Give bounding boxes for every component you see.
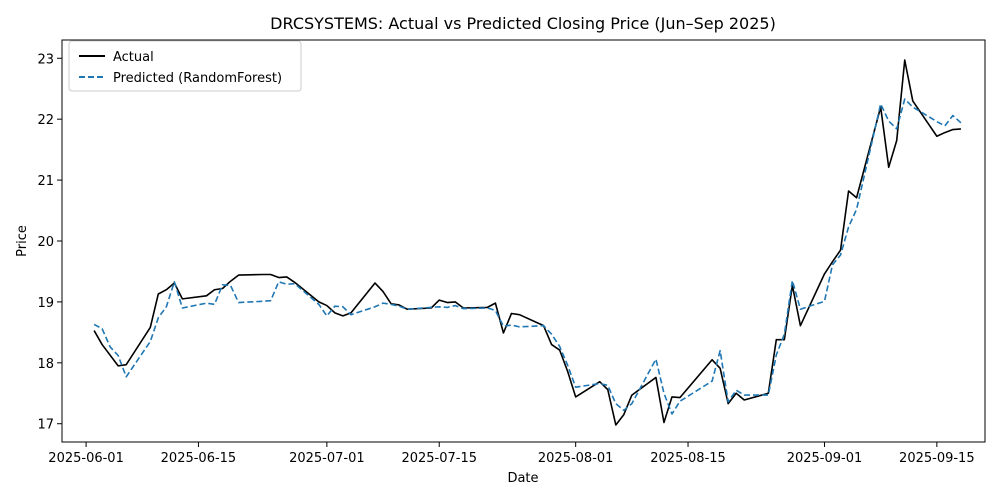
y-axis-label: Price (15, 225, 30, 257)
chart-title: DRCSYSTEMS: Actual vs Predicted Closing … (270, 14, 776, 33)
y-tick-label: 18 (37, 357, 54, 372)
x-axis: 2025-06-01 2025-06-15 2025-07-01 2025-07-15… (48, 442, 975, 466)
x-tick-label: 2025-07-01 (289, 451, 365, 466)
y-axis: 17 18 19 20 21 22 23 (37, 52, 62, 433)
legend-label-predicted: Predicted (RandomForest) (113, 71, 282, 86)
legend: Actual Predicted (RandomForest) (68, 40, 302, 92)
x-tick-label: 2025-09-01 (787, 451, 863, 466)
y-tick-label: 22 (37, 113, 54, 128)
y-tick-label: 19 (37, 296, 54, 311)
y-tick-label: 20 (37, 235, 54, 250)
x-axis-label: Date (507, 471, 538, 486)
y-tick-label: 17 (37, 418, 54, 433)
legend-label-actual: Actual (113, 50, 154, 65)
series-line-predicted (93, 98, 962, 415)
x-tick-label: 2025-09-15 (899, 451, 975, 466)
series-line-actual (93, 59, 961, 426)
legend-box (68, 40, 302, 92)
x-tick-label: 2025-08-01 (538, 451, 614, 466)
x-tick-label: 2025-06-15 (161, 451, 237, 466)
x-tick-label: 2025-07-15 (401, 451, 477, 466)
x-tick-label: 2025-06-01 (48, 451, 124, 466)
series-layer (93, 59, 962, 426)
y-tick-label: 21 (37, 174, 54, 189)
y-tick-label: 23 (37, 52, 54, 67)
x-tick-label: 2025-08-15 (650, 451, 726, 466)
